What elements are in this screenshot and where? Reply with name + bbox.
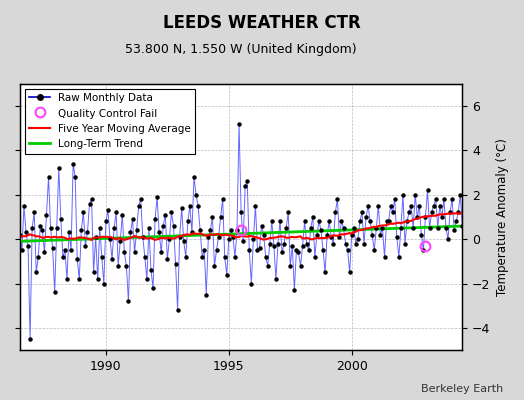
Legend: Raw Monthly Data, Quality Control Fail, Five Year Moving Average, Long-Term Tren: Raw Monthly Data, Quality Control Fail, … — [25, 89, 195, 154]
Text: Berkeley Earth: Berkeley Earth — [421, 384, 503, 394]
Title: 53.800 N, 1.550 W (United Kingdom): 53.800 N, 1.550 W (United Kingdom) — [125, 43, 357, 56]
Text: LEEDS WEATHER CTR: LEEDS WEATHER CTR — [163, 14, 361, 32]
Y-axis label: Temperature Anomaly (°C): Temperature Anomaly (°C) — [496, 138, 509, 296]
